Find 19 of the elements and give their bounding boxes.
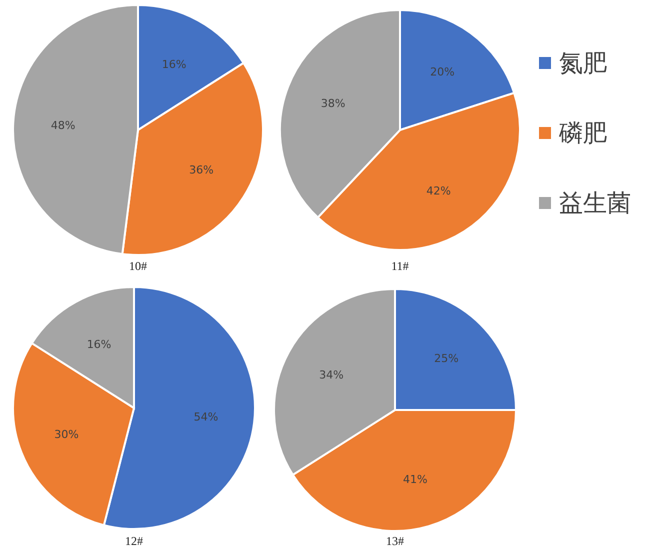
data-label: 30% xyxy=(54,428,79,442)
data-label: 25% xyxy=(434,352,459,366)
data-label: 36% xyxy=(189,164,214,177)
data-label: 41% xyxy=(403,473,428,486)
data-label: 16% xyxy=(86,338,112,351)
legend-label: 氮肥 xyxy=(559,49,607,77)
legend-label: 磷肥 xyxy=(558,119,607,147)
text: 10# xyxy=(129,259,147,273)
text: 13# xyxy=(386,534,404,548)
data-label: 20% xyxy=(430,65,455,78)
data-label: 38% xyxy=(320,96,346,110)
data-label: 54% xyxy=(194,410,218,424)
data-label: 16% xyxy=(162,58,186,71)
data-label: 48% xyxy=(50,118,76,132)
text: 11# xyxy=(391,259,409,273)
text: 12# xyxy=(125,534,143,548)
data-label: 34% xyxy=(319,368,344,382)
data-label: 42% xyxy=(426,184,451,198)
legend-label: 益生菌 xyxy=(559,189,631,217)
